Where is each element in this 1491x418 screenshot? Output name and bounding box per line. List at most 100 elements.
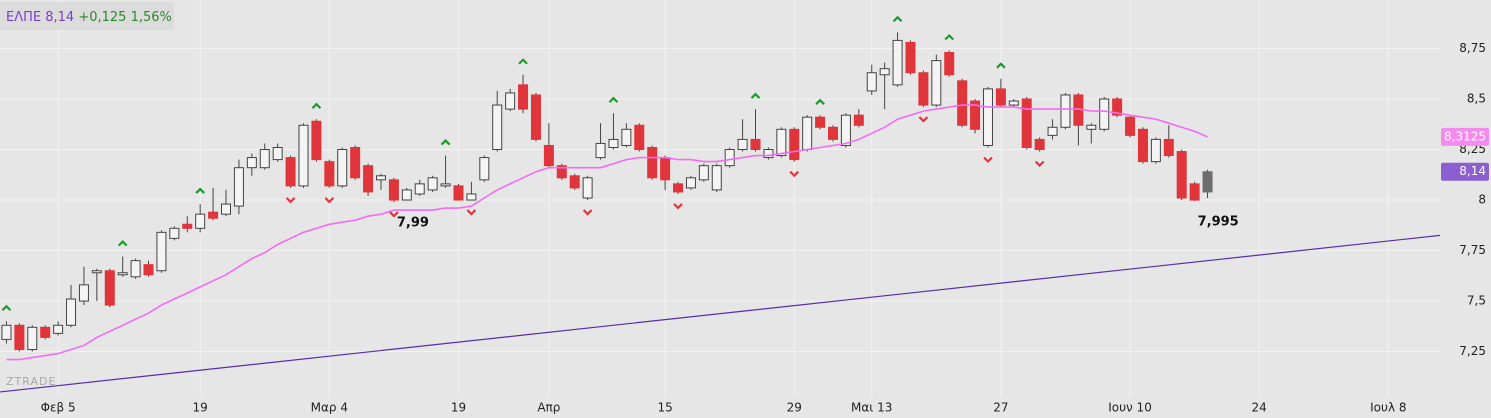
candle-body: [104, 270, 115, 306]
candle-body: [272, 146, 283, 161]
candle-body: [285, 157, 296, 187]
candle-body: [388, 179, 399, 201]
candle-body: [1099, 98, 1110, 130]
trendline: [0, 234, 1441, 393]
axis-marker: [1441, 127, 1489, 146]
x-tick-label: Ιουν 10: [1108, 401, 1152, 415]
watermark: ZTRADE: [6, 375, 56, 388]
x-tick-label: 19: [451, 401, 466, 415]
candle-body: [1137, 128, 1148, 163]
candle-body: [595, 142, 606, 159]
change: +0,125: [78, 10, 126, 25]
candle-body: [40, 326, 51, 338]
signal-up: [815, 98, 825, 105]
candle-body: [892, 39, 903, 86]
candle-body: [944, 52, 955, 76]
x-tick-label: Απρ: [537, 401, 560, 415]
y-tick-label: 7,5: [1467, 294, 1486, 308]
candle-body: [1189, 183, 1200, 201]
signal-down: [582, 209, 593, 216]
candle-body: [259, 149, 270, 169]
candle-body: [840, 114, 851, 146]
change-pct: 1,56%: [131, 10, 172, 25]
candle-body: [492, 104, 503, 151]
candle-body: [53, 324, 64, 334]
candle-body: [582, 177, 593, 199]
header: ΕΛΠΕ 8,14 +0,125 1,56%: [6, 10, 172, 25]
candle-body: [91, 270, 102, 274]
candle-body: [14, 324, 25, 351]
candle-body: [208, 211, 219, 219]
candle-body: [1202, 171, 1213, 193]
x-tick-label: 29: [787, 401, 802, 415]
candle-body: [1163, 138, 1174, 157]
candle-body: [711, 165, 722, 191]
candle-body: [970, 100, 981, 130]
y-tick-label: 7,25: [1459, 344, 1486, 358]
annotation: 7,995: [1198, 215, 1239, 230]
candle-body: [660, 157, 671, 181]
signal-down: [983, 156, 993, 164]
signal-down: [673, 203, 683, 210]
candle-body: [221, 203, 232, 215]
axis-marker-label: 8,14: [1459, 164, 1486, 178]
x-tick-label: 15: [657, 401, 672, 415]
signal-up: [892, 15, 903, 23]
signal-up: [996, 62, 1006, 69]
candle-body: [866, 72, 877, 92]
candle-body: [1150, 138, 1161, 163]
candle-body: [143, 264, 154, 276]
candle-body: [518, 84, 529, 110]
candle-body: [634, 124, 645, 151]
candle-body: [763, 149, 774, 159]
candle-body: [117, 272, 128, 276]
candle-body: [931, 60, 942, 106]
candle-body: [27, 326, 38, 351]
candle-body: [802, 116, 813, 151]
candle-body: [724, 149, 735, 167]
candle-body: [130, 260, 141, 278]
candle-body: [1047, 126, 1058, 136]
x-tick-label: Ιουλ 8: [1370, 401, 1406, 415]
signal-up: [195, 187, 205, 194]
candle-body: [195, 213, 206, 229]
candle-body: [879, 68, 890, 76]
signal-up: [311, 102, 322, 109]
y-tick-label: 7,75: [1459, 243, 1486, 257]
signal-down: [1034, 160, 1045, 168]
symbol: ΕΛΠΕ: [6, 10, 41, 25]
candle-body: [66, 298, 77, 326]
candle-body: [569, 175, 580, 189]
candle-body: [324, 161, 335, 187]
signal-down: [466, 209, 477, 216]
moving-average: [6, 104, 1208, 361]
candle-body: [440, 183, 451, 187]
candle-body: [78, 284, 89, 302]
candle-body: [414, 183, 425, 195]
candle-body: [621, 128, 632, 146]
signal-up: [750, 92, 761, 99]
candle-body: [1125, 116, 1136, 136]
signal-up: [518, 58, 528, 65]
candle-body: [1176, 151, 1187, 199]
candle-body: [453, 185, 464, 201]
candle-body: [1008, 100, 1019, 106]
x-tick-label: Μαι 13: [851, 401, 892, 415]
marks: [0, 15, 1441, 393]
axis-marker: [1441, 162, 1489, 181]
signal-up: [440, 139, 451, 146]
y-tick-label: 8: [1478, 193, 1486, 207]
candle-body: [995, 88, 1006, 106]
signal-down: [285, 197, 296, 204]
signal-down: [789, 170, 800, 178]
candle-body: [828, 126, 839, 140]
signal-down: [389, 211, 399, 218]
x-tick-label: 27: [993, 401, 1008, 415]
candle-body: [647, 146, 658, 179]
candle-body: [156, 231, 167, 272]
candle-body: [789, 128, 800, 161]
signal-up: [608, 96, 619, 103]
candle-body: [698, 165, 709, 181]
